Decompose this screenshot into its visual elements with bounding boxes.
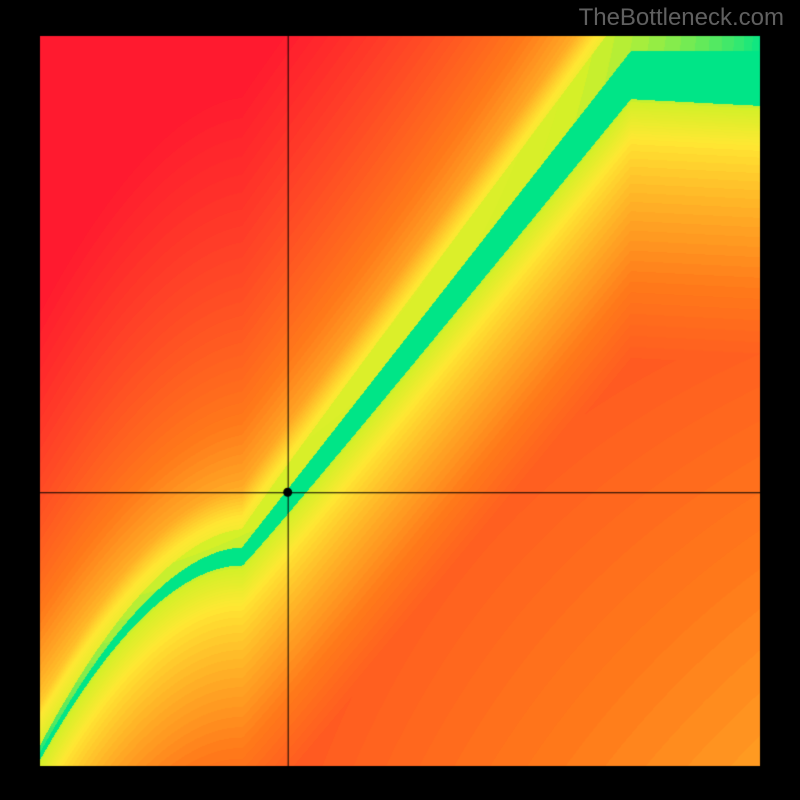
heatmap-canvas — [0, 0, 800, 800]
watermark-text: TheBottleneck.com — [579, 4, 784, 32]
chart-container: TheBottleneck.com — [0, 0, 800, 800]
